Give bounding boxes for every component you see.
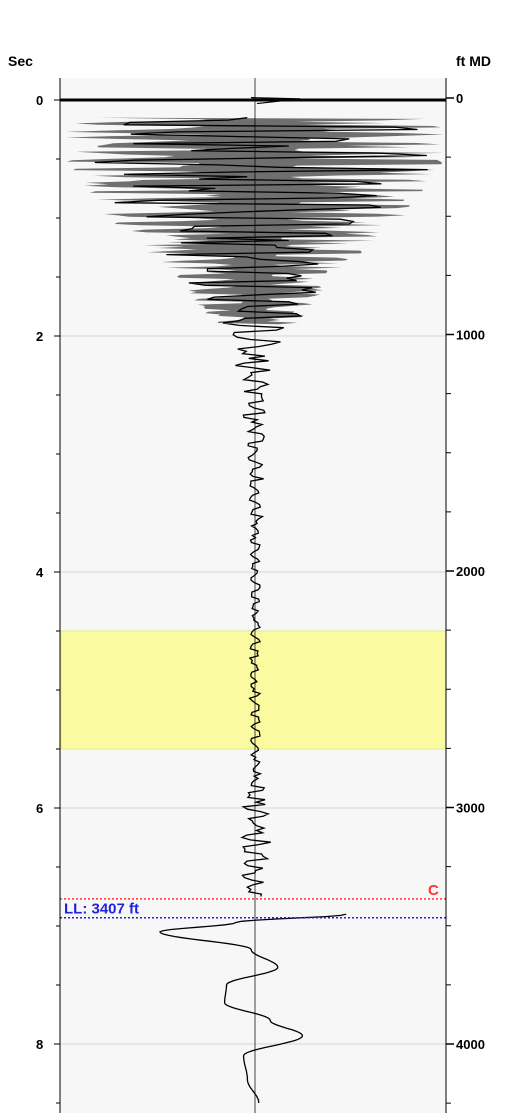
left-tick-label: 8 [36,1037,43,1052]
left-tick-label: 6 [36,801,43,816]
axes: 0 2 4 6 8 0 1000 2000 3000 4000 [36,78,485,1113]
left-axis-title: Sec [8,53,33,69]
right-tick-label: 2000 [456,564,485,579]
markers: C LL: 3407 ft [60,882,446,919]
right-tick-label: 4000 [456,1037,485,1052]
right-tick-label: 1000 [456,328,485,343]
gridlines [60,335,446,1045]
first-break-spike [250,97,301,105]
left-tick-label: 4 [36,565,44,580]
left-tick-label: 0 [36,93,43,108]
left-tick-label: 2 [36,329,43,344]
reflection-wavelet [158,913,347,1104]
right-axis-title: ft MD [456,53,491,69]
seismic-trace [60,78,446,1113]
right-tick-label: 3000 [456,801,485,816]
marker-label: C [428,882,439,899]
marker-label: LL: 3407 ft [64,901,139,918]
trace-saturated-region [65,117,445,325]
right-tick-label: 0 [456,91,463,106]
